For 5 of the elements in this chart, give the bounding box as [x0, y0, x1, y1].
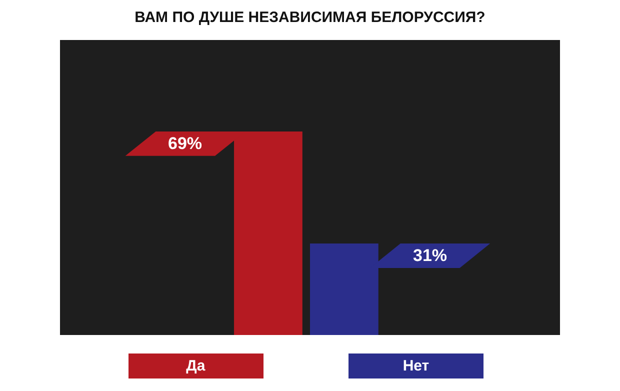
data-label: 69% [168, 134, 202, 153]
x-tick-label: Да [186, 358, 206, 374]
x-tick-label: Нет [402, 358, 430, 374]
data-label: 31% [413, 246, 448, 265]
chart-title: ВАМ ПО ДУШЕ НЕЗАВИСИМАЯ БЕЛОРУССИЯ? [134, 9, 486, 26]
